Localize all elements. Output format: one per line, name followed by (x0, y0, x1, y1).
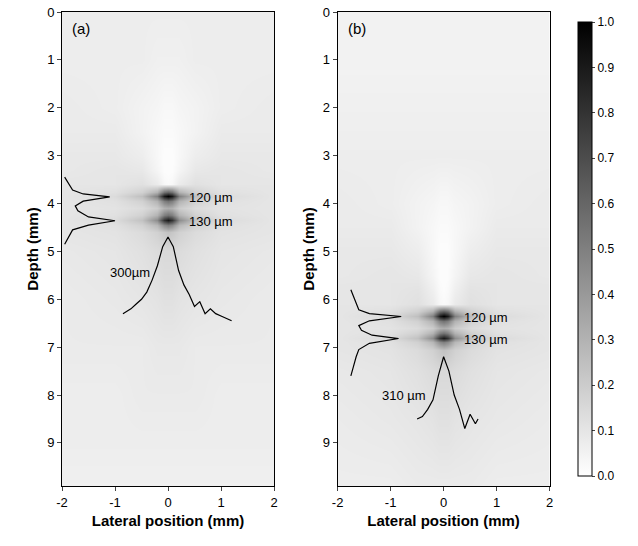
svg-text:0.9: 0.9 (597, 61, 614, 75)
svg-text:-1: -1 (109, 495, 121, 510)
svg-text:0: 0 (164, 495, 171, 510)
svg-text:0.7: 0.7 (597, 151, 614, 165)
svg-text:3: 3 (47, 148, 54, 163)
svg-text:-1: -1 (385, 495, 397, 510)
svg-text:0.3: 0.3 (597, 333, 614, 347)
svg-text:0.5: 0.5 (597, 242, 614, 256)
svg-text:9: 9 (323, 435, 330, 450)
svg-text:1: 1 (47, 52, 54, 67)
svg-text:0.1: 0.1 (597, 424, 614, 438)
svg-text:2: 2 (270, 495, 277, 510)
svg-text:-2: -2 (332, 495, 344, 510)
svg-text:0.4: 0.4 (597, 288, 614, 302)
svg-text:5: 5 (47, 244, 54, 259)
svg-text:6: 6 (323, 292, 330, 307)
svg-text:310 µm: 310 µm (382, 388, 426, 403)
svg-text:5: 5 (323, 244, 330, 259)
svg-text:0.8: 0.8 (597, 106, 614, 120)
svg-text:0.6: 0.6 (597, 197, 614, 211)
svg-text:6: 6 (47, 292, 54, 307)
svg-text:(b): (b) (348, 20, 366, 37)
svg-text:7: 7 (323, 340, 330, 355)
svg-text:9: 9 (47, 435, 54, 450)
svg-text:1: 1 (323, 52, 330, 67)
svg-text:0.0: 0.0 (597, 469, 614, 483)
svg-text:1: 1 (493, 495, 500, 510)
svg-text:1: 1 (217, 495, 224, 510)
svg-text:0: 0 (323, 5, 330, 20)
svg-text:Lateral position (mm): Lateral position (mm) (367, 512, 520, 529)
svg-text:7: 7 (47, 340, 54, 355)
svg-text:3: 3 (323, 148, 330, 163)
svg-text:8: 8 (323, 388, 330, 403)
svg-text:Depth (mm): Depth (mm) (300, 207, 317, 290)
svg-text:4: 4 (323, 196, 330, 211)
svg-text:8: 8 (47, 388, 54, 403)
svg-text:4: 4 (47, 196, 54, 211)
svg-text:2: 2 (47, 100, 54, 115)
svg-text:-2: -2 (56, 495, 68, 510)
svg-text:(a): (a) (72, 20, 90, 37)
svg-text:120 µm: 120 µm (189, 190, 233, 205)
svg-text:1.0: 1.0 (597, 15, 614, 29)
svg-text:0: 0 (440, 495, 447, 510)
svg-text:2: 2 (323, 100, 330, 115)
svg-text:Lateral position (mm): Lateral position (mm) (92, 512, 245, 529)
svg-text:0.2: 0.2 (597, 378, 614, 392)
svg-text:120 µm: 120 µm (464, 310, 508, 325)
svg-text:130 µm: 130 µm (189, 214, 233, 229)
svg-text:130 µm: 130 µm (464, 332, 508, 347)
svg-text:0: 0 (47, 5, 54, 20)
svg-text:Depth (mm): Depth (mm) (24, 207, 41, 290)
svg-text:2: 2 (546, 495, 553, 510)
svg-text:300µm: 300µm (110, 265, 150, 280)
